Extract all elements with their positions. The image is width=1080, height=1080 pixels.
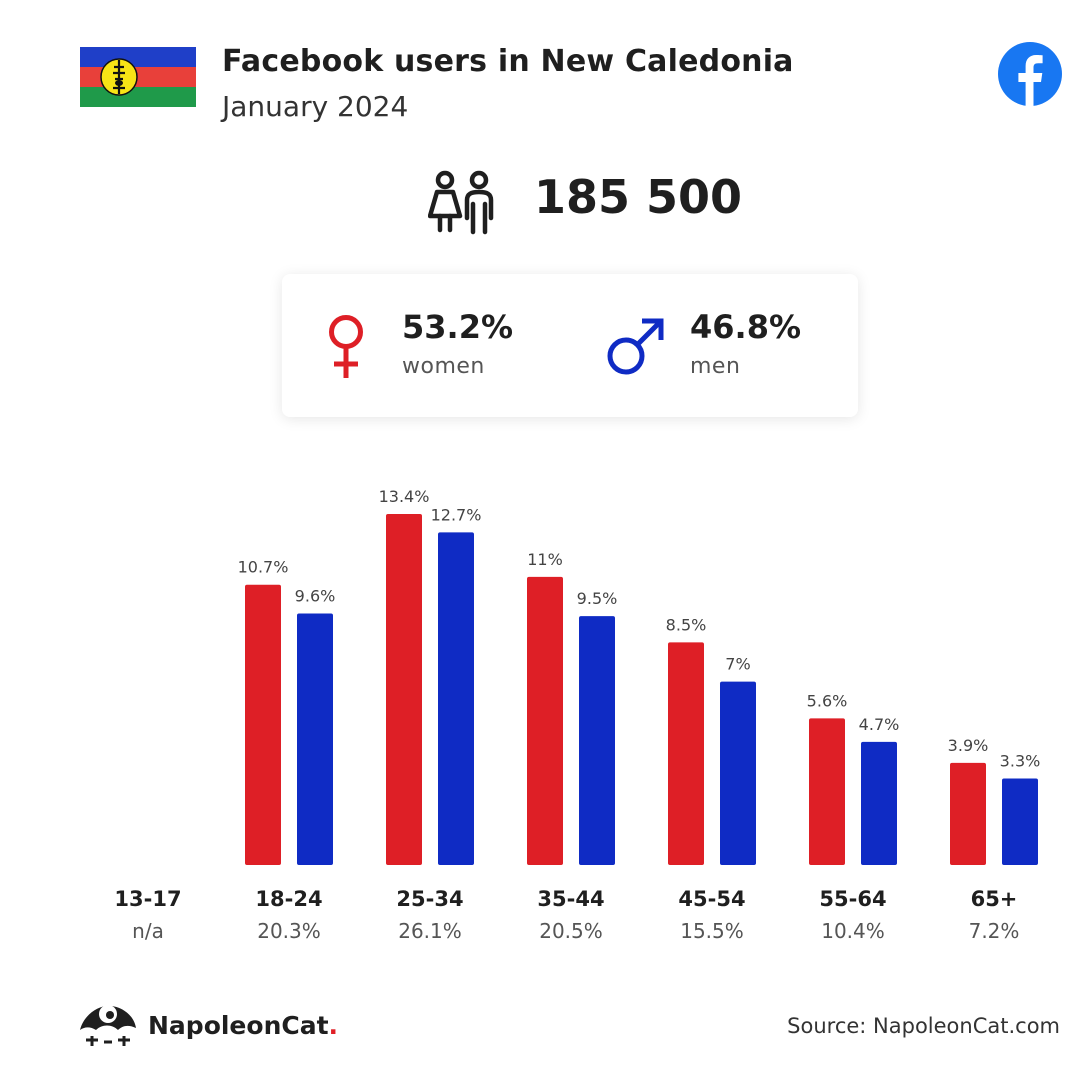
age-group-total: 15.5% <box>680 919 744 943</box>
bar-women-55-64 <box>809 718 845 865</box>
bar-label-women-65+: 3.9% <box>948 736 989 755</box>
users-icon <box>428 170 494 235</box>
age-group-label: 18-24 <box>255 887 322 911</box>
age-group-total: 20.5% <box>539 919 603 943</box>
napoleoncat-logo-icon <box>80 1005 136 1046</box>
bar-women-45-54 <box>668 642 704 865</box>
bar-label-women-35-44: 11% <box>527 550 563 569</box>
bar-men-35-44 <box>579 616 615 865</box>
page-title: Facebook users in New Caledonia <box>222 44 794 79</box>
bar-women-35-44 <box>527 576 563 865</box>
bar-label-men-45-54: 7% <box>725 655 750 674</box>
bar-men-65+ <box>1002 778 1038 865</box>
brand-name: NapoleonCat. <box>148 1011 339 1040</box>
age-group-label: 45-54 <box>678 887 745 911</box>
total-users: 185 500 <box>534 170 743 224</box>
source-text: Source: NapoleonCat.com <box>787 1014 1060 1038</box>
age-group-label: 55-64 <box>819 887 886 911</box>
new-caledonia-flag <box>80 47 196 107</box>
gender-split-card: 53.2% women 46.8% men <box>282 274 858 417</box>
bar-men-25-34 <box>438 532 474 865</box>
bar-label-men-55-64: 4.7% <box>859 715 900 734</box>
bar-women-65+ <box>950 762 986 865</box>
male-symbol-icon <box>607 318 664 375</box>
bar-label-women-18-24: 10.7% <box>238 558 289 577</box>
women-label: women <box>402 354 485 379</box>
bar-label-women-55-64: 5.6% <box>807 691 848 710</box>
age-group-label: 25-34 <box>396 887 463 911</box>
men-percentage: 46.8% <box>690 308 802 346</box>
bar-label-women-45-54: 8.5% <box>666 615 707 634</box>
bar-men-18-24 <box>297 613 333 865</box>
age-group-total: n/a <box>132 919 164 943</box>
age-gender-bar-chart: 13-17 n/a 10.7% 9.6% 18-24 20.3% 13.4%12.7% 25-… <box>114 487 1041 943</box>
female-symbol-icon <box>329 315 363 378</box>
age-group-total: 20.3% <box>257 919 321 943</box>
bar-men-55-64 <box>861 741 897 865</box>
facebook-logo-icon <box>998 42 1062 106</box>
page-subtitle: January 2024 <box>222 90 409 123</box>
bar-label-men-65+: 3.3% <box>1000 752 1041 771</box>
bar-label-women-25-34: 13.4% <box>379 487 430 506</box>
men-label: men <box>690 354 741 379</box>
age-group-total: 10.4% <box>821 919 885 943</box>
age-group-label: 35-44 <box>537 887 604 911</box>
women-percentage: 53.2% <box>402 308 514 346</box>
bar-label-men-18-24: 9.6% <box>295 587 336 606</box>
bar-men-45-54 <box>720 681 756 865</box>
age-group-total: 26.1% <box>398 919 462 943</box>
age-group-label: 13-17 <box>114 887 181 911</box>
bar-women-25-34 <box>386 514 422 865</box>
bar-women-18-24 <box>245 584 281 865</box>
bar-label-men-35-44: 9.5% <box>577 589 618 608</box>
bar-label-men-25-34: 12.7% <box>431 505 482 524</box>
age-group-label: 65+ <box>971 887 1018 911</box>
age-group-total: 7.2% <box>969 919 1020 943</box>
